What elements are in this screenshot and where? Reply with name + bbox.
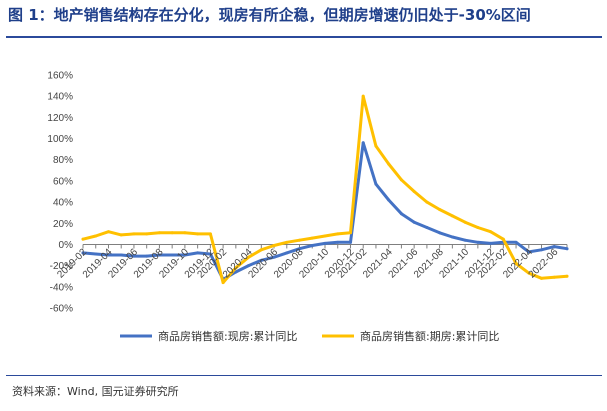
y-axis-ticks: -60% -40% -20% 0% 20% 40% 60% 80% 100% 120% 140% 16…: [47, 71, 73, 315]
data-point: [81, 237, 85, 241]
data-point: [399, 212, 403, 216]
data-point: [157, 231, 161, 235]
data-point: [132, 232, 136, 236]
data-point: [132, 254, 136, 258]
data-point: [552, 245, 556, 249]
data-point: [387, 198, 391, 202]
data-point: [106, 253, 110, 257]
data-point: [514, 262, 518, 266]
data-point: [145, 254, 149, 258]
data-point: [298, 247, 302, 251]
data-point: [196, 232, 200, 236]
y-tick-label: 140%: [47, 92, 73, 103]
data-point: [463, 238, 467, 242]
data-point: [374, 144, 378, 148]
data-point: [489, 241, 493, 245]
series-lines: [81, 94, 569, 285]
data-point: [310, 236, 314, 240]
data-point: [247, 264, 251, 268]
y-tick-label: 0%: [59, 240, 74, 251]
data-point: [94, 252, 98, 256]
legend: 商品房销售额:现房:累计同比 商品房销售额:期房:累计同比: [120, 329, 499, 343]
y-tick-label: -40%: [50, 282, 73, 293]
data-point: [272, 244, 276, 248]
data-point: [361, 94, 365, 98]
data-point: [170, 231, 174, 235]
y-tick-label: 100%: [47, 134, 73, 145]
y-tick-label: 20%: [53, 219, 73, 230]
data-point: [259, 258, 263, 262]
data-point: [425, 226, 429, 230]
line-chart: -60% -40% -20% 0% 20% 40% 60% 80% 100% 120% 140% 16…: [47, 71, 569, 343]
data-point: [310, 244, 314, 248]
data-point: [106, 230, 110, 234]
data-point: [450, 214, 454, 218]
data-point: [170, 253, 174, 257]
data-point: [145, 232, 149, 236]
data-point: [298, 238, 302, 242]
figure-title: 图 1：地产销售结构存在分化，现房有所企稳，但期房增速仍旧处于-30%区间: [8, 6, 531, 24]
data-point: [272, 255, 276, 259]
data-point: [412, 220, 416, 224]
data-point: [438, 208, 442, 212]
y-tick-label: 40%: [53, 198, 73, 209]
data-point: [438, 231, 442, 235]
data-point: [527, 250, 531, 254]
data-point: [540, 248, 544, 252]
data-point: [285, 240, 289, 244]
data-point: [234, 266, 238, 270]
data-point: [183, 231, 187, 235]
data-point: [425, 200, 429, 204]
data-point: [514, 240, 518, 244]
data-point: [285, 251, 289, 255]
data-point: [387, 162, 391, 166]
data-point: [94, 234, 98, 238]
y-tick-label: 160%: [47, 71, 73, 82]
data-point: [348, 240, 352, 244]
data-point: [157, 253, 161, 257]
data-point: [259, 248, 263, 252]
data-point: [540, 276, 544, 280]
data-point: [247, 255, 251, 259]
data-point: [412, 190, 416, 193]
y-tick-label: -20%: [50, 261, 73, 272]
data-point: [208, 232, 212, 236]
data-point: [323, 234, 327, 238]
data-point: [450, 235, 454, 239]
data-point: [399, 178, 403, 182]
data-point: [81, 251, 85, 255]
data-point: [565, 274, 569, 278]
data-point: [476, 226, 480, 230]
legend-label: 商品房销售额:期房:累计同比: [360, 329, 499, 343]
data-point: [348, 231, 352, 235]
data-point: [234, 270, 238, 274]
data-point: [183, 253, 187, 257]
data-point: [552, 275, 556, 279]
data-point: [565, 247, 569, 251]
data-point: [323, 241, 327, 245]
y-tick-label: 80%: [53, 155, 73, 166]
x-axis-ticks: 2019-022019-042019-062019-082019-102019-…: [55, 246, 560, 280]
source-note: 资料来源：Wind, 国元证券研究所: [12, 385, 179, 398]
data-point: [119, 253, 123, 257]
data-point: [208, 252, 212, 256]
data-point: [221, 281, 225, 285]
source-rule: [6, 375, 602, 376]
y-tick-label: 120%: [47, 113, 73, 124]
title-rule: [6, 36, 602, 38]
data-point: [119, 233, 123, 237]
y-tick-label: -60%: [50, 304, 73, 315]
data-point: [463, 220, 467, 224]
data-point: [501, 237, 505, 241]
y-tick-label: 60%: [53, 176, 73, 187]
data-point: [336, 232, 340, 236]
data-point: [489, 230, 493, 234]
data-point: [196, 251, 200, 255]
data-point: [527, 271, 531, 275]
data-point: [361, 141, 365, 145]
data-point: [336, 240, 340, 244]
data-point: [374, 182, 378, 186]
legend-label: 商品房销售额:现房:累计同比: [158, 329, 297, 343]
data-point: [476, 240, 480, 244]
